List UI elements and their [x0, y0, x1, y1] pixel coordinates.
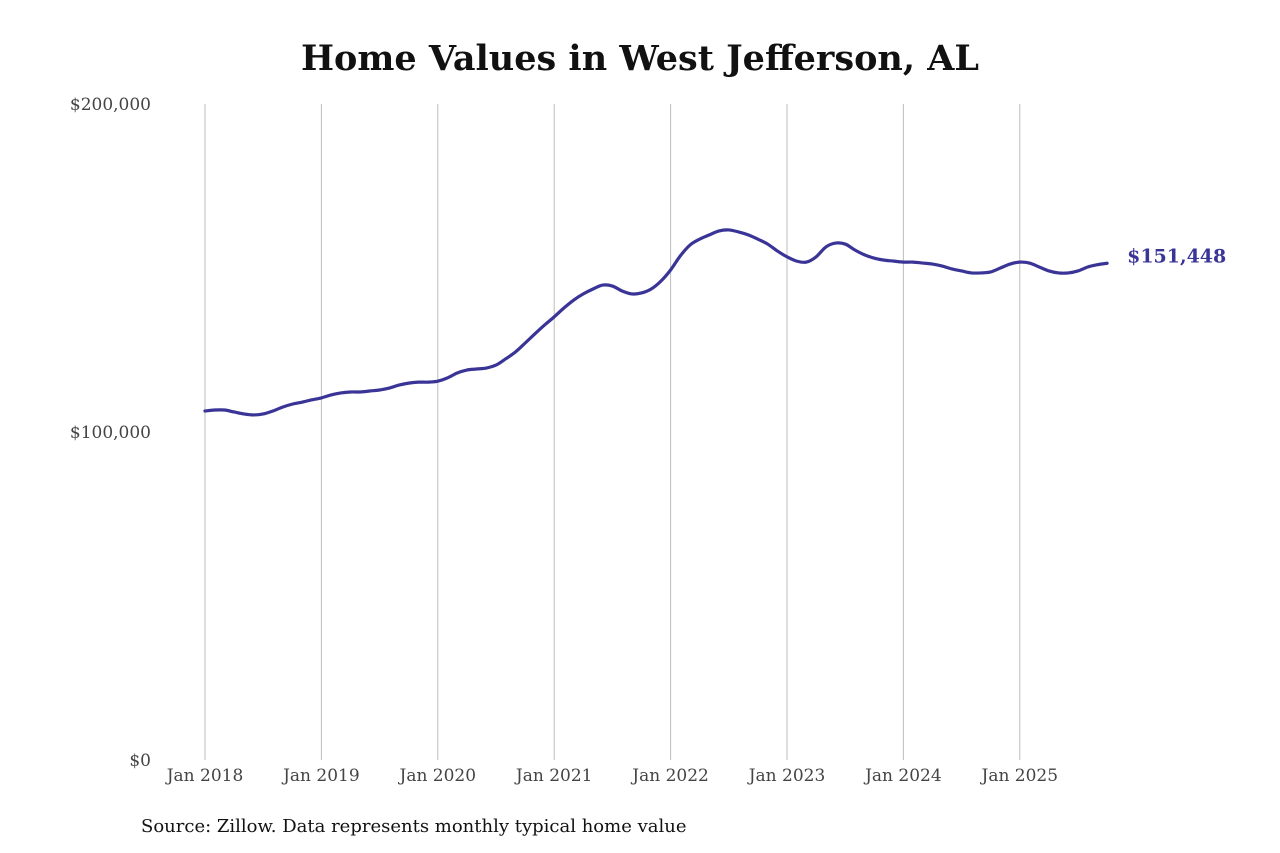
end-value-label: $151,448 — [1127, 245, 1226, 267]
x-tick-label: Jan 2023 — [747, 766, 826, 786]
y-tick-label: $100,000 — [70, 423, 151, 443]
y-tick-label: $0 — [129, 751, 151, 771]
chart-title: Home Values in West Jefferson, AL — [300, 38, 980, 79]
series-line — [203, 228, 1109, 417]
x-tick-label: Jan 2020 — [398, 766, 477, 786]
x-tick-label: Jan 2019 — [281, 766, 360, 786]
source-note: Source: Zillow. Data represents monthly … — [141, 816, 687, 837]
y-tick-label: $200,000 — [70, 95, 151, 115]
x-tick-label: Jan 2024 — [863, 766, 942, 786]
x-tick-label: Jan 2021 — [514, 766, 593, 786]
x-tick-label: Jan 2018 — [165, 766, 244, 786]
x-tick-label: Jan 2025 — [980, 766, 1059, 786]
x-tick-label: Jan 2022 — [630, 766, 709, 786]
